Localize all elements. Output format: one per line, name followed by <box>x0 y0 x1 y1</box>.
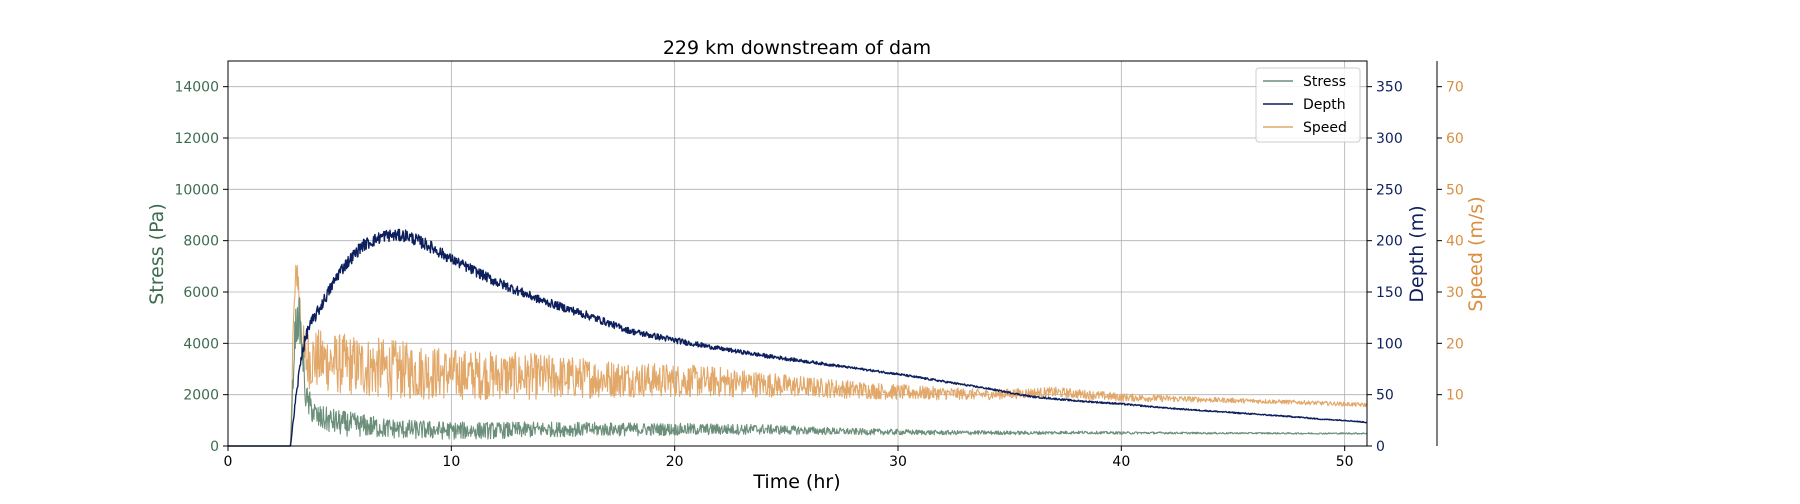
plot-frame <box>227 60 1368 447</box>
series-speed <box>227 264 1368 447</box>
stress-tick-label: 2000 <box>183 388 219 404</box>
series-stress <box>227 297 1368 447</box>
stress-tick-label: 4000 <box>183 336 219 352</box>
legend-label-depth: Depth <box>1303 97 1346 113</box>
speed-tick-label: 20 <box>1446 336 1464 352</box>
speed-tick-label: 10 <box>1446 388 1464 404</box>
speed-tick-label: 60 <box>1446 131 1464 147</box>
stress-axis-ticks: 0 2000 4000 6000 8000 10000 12000 14000 <box>174 80 228 455</box>
speed-tick-label: 50 <box>1446 182 1464 198</box>
x-tick-label: 50 <box>1336 454 1354 470</box>
depth-tick-label: 100 <box>1376 336 1403 352</box>
depth-tick-label: 0 <box>1376 439 1385 455</box>
stress-tick-label: 14000 <box>174 80 219 96</box>
stress-tick-label: 10000 <box>174 182 219 198</box>
x-axis-ticks: 0 10 20 30 40 50 <box>224 446 1354 470</box>
depth-axis-ticks: 0 50 100 150 200 250 300 350 <box>1367 80 1403 455</box>
x-axis-label: Time (hr) <box>752 471 840 493</box>
depth-tick-label: 250 <box>1376 182 1403 198</box>
depth-axis-label: Depth (m) <box>1406 205 1428 302</box>
chart-title: 229 km downstream of dam <box>663 37 931 59</box>
speed-tick-label: 40 <box>1446 234 1464 250</box>
legend-label-speed: Speed <box>1303 120 1347 136</box>
x-tick-label: 20 <box>666 454 684 470</box>
depth-tick-label: 200 <box>1376 234 1403 250</box>
series-depth <box>227 228 1368 447</box>
x-tick-label: 10 <box>442 454 460 470</box>
stress-tick-label: 0 <box>210 439 219 455</box>
stress-tick-label: 8000 <box>183 234 219 250</box>
speed-tick-label: 30 <box>1446 285 1464 301</box>
speed-axis-label: Speed (m/s) <box>1465 196 1487 311</box>
series-lines <box>227 228 1368 447</box>
depth-tick-label: 300 <box>1376 131 1403 147</box>
stress-axis-label: Stress (Pa) <box>146 203 168 305</box>
depth-tick-label: 150 <box>1376 285 1403 301</box>
legend-frame <box>1255 67 1361 143</box>
x-tick-label: 40 <box>1112 454 1130 470</box>
depth-tick-label: 350 <box>1376 80 1403 96</box>
stress-tick-label: 12000 <box>174 131 219 147</box>
depth-tick-label: 50 <box>1376 388 1394 404</box>
x-tick-label: 0 <box>224 454 233 470</box>
speed-axis-ticks: 10 20 30 40 50 60 70 <box>1437 80 1464 404</box>
legend-label-stress: Stress <box>1303 74 1346 90</box>
stress-tick-label: 6000 <box>183 285 219 301</box>
legend: Stress Depth Speed <box>1255 67 1361 143</box>
speed-tick-label: 70 <box>1446 80 1464 96</box>
x-tick-label: 30 <box>889 454 907 470</box>
